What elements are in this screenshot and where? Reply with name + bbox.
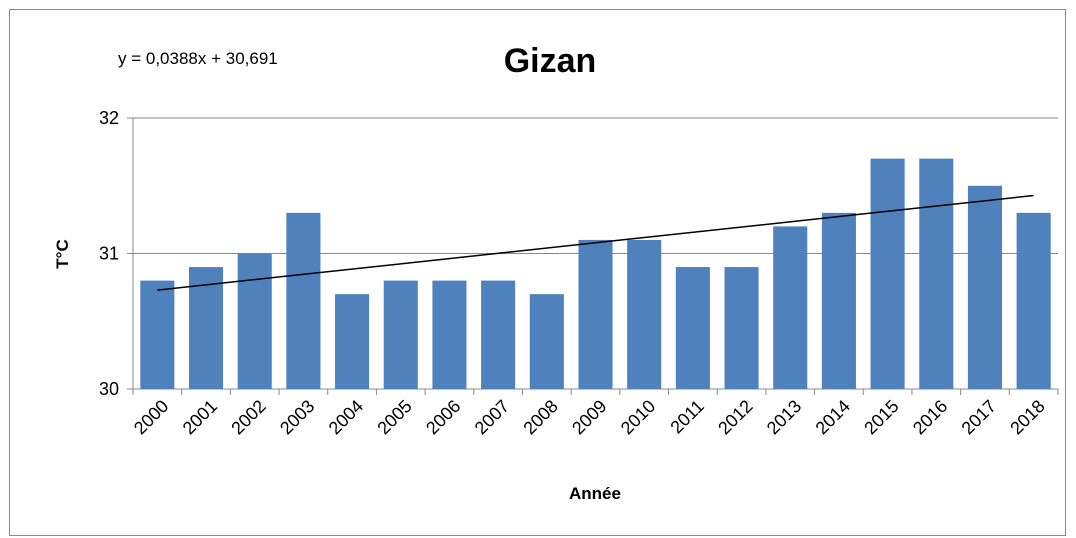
annotation: y = 0,0388x + 30,691 <box>118 49 278 68</box>
y-tick-label: 30 <box>99 379 119 399</box>
x-axis-label: Année <box>569 484 621 503</box>
bar <box>578 239 613 389</box>
trendline <box>157 194 1034 291</box>
bar <box>529 294 564 389</box>
y-tick-label: 32 <box>99 108 119 128</box>
chart-title: Gizan <box>504 42 597 80</box>
chart-border <box>9 9 1066 536</box>
bar <box>286 212 321 389</box>
bar <box>724 267 759 389</box>
bar <box>1016 212 1051 389</box>
bar <box>773 226 808 389</box>
bar <box>383 280 418 389</box>
bar <box>335 294 370 389</box>
bar <box>967 185 1003 389</box>
bar <box>432 280 467 389</box>
bar <box>870 158 905 389</box>
bar <box>237 253 272 389</box>
bar <box>919 158 954 389</box>
y-axis-label: T°C <box>53 239 72 268</box>
bar <box>481 280 516 389</box>
y-tick-label: 31 <box>99 244 119 264</box>
bar <box>188 267 224 389</box>
bar <box>627 239 662 389</box>
bar <box>675 267 710 389</box>
bar <box>821 212 856 389</box>
bar <box>140 280 175 389</box>
